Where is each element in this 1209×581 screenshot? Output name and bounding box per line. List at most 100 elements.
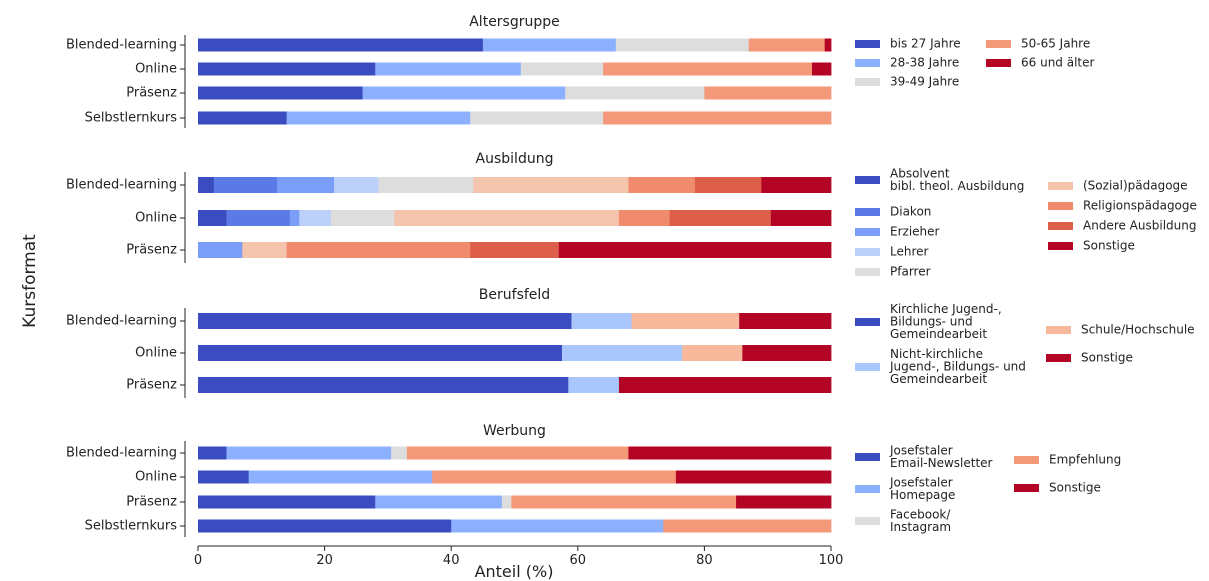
legend-swatch <box>1048 222 1073 230</box>
bar-segment-sonstige <box>742 345 832 361</box>
bar-segment-pfarrer <box>378 177 474 193</box>
y-tick-label: Selbstlernkurs <box>85 519 178 534</box>
panel-ausbildung: Ausbildung Blended-learning Online Präsenz A… <box>66 151 1197 279</box>
legend-item-erzieher: Erzieher <box>855 225 940 239</box>
y-tick-label: Blended-learning <box>66 314 177 329</box>
y-tick-label: Online <box>135 211 177 226</box>
legend-swatch <box>855 248 880 256</box>
bar-segment-empfehlung <box>511 495 737 509</box>
legend-swatch <box>855 40 880 48</box>
bar-segment-kirchliche-jugend-bildungs-und-gemeindearbeit <box>198 313 572 329</box>
bar-segment-28-38-jahre <box>375 62 522 76</box>
legend-label: Andere Ausbildung <box>1083 219 1196 233</box>
bar-segment-facebook-instagram <box>391 446 408 460</box>
bar-segment-josefstaler-email-newsletter <box>198 470 250 484</box>
x-tick-label: 100 <box>819 553 844 568</box>
bar-segment-66-und-älter <box>824 38 832 52</box>
bar-segment-bis-27-jahre <box>198 111 288 125</box>
legend-swatch <box>986 40 1011 48</box>
bar-segment-nicht-kirchliche-jugend-bildungs-und-gemeindearbeit <box>561 345 683 361</box>
y-tick-label: Präsenz <box>126 243 177 258</box>
bar-segment-erzieher <box>289 210 300 226</box>
bar-segment-schule-hochschule <box>631 313 740 329</box>
legend-item-sozial-pädagoge: (Sozial)pädagoge <box>1048 179 1188 193</box>
bar-segment-facebook-instagram <box>501 495 512 509</box>
bar-segment-50-65-jahre <box>704 86 832 100</box>
legend-label: Religionspädagoge <box>1083 199 1197 213</box>
bar-segment-andere-ausbildung <box>669 210 772 226</box>
legend-label: Jugend-, Bildungs- und <box>889 360 1026 374</box>
bar-segment-erzieher <box>277 177 335 193</box>
bar-segment-empfehlung <box>406 446 629 460</box>
bar-segment-sonstige <box>558 242 832 258</box>
y-tick-label: Blended-learning <box>66 178 177 193</box>
bar-segment-josefstaler-email-newsletter <box>198 495 376 509</box>
legend-swatch <box>1014 484 1039 492</box>
legend-label: Lehrer <box>890 245 929 259</box>
bar-segment-empfehlung <box>663 519 832 533</box>
bar-segment-erzieher <box>198 242 243 258</box>
legend-item-sonstige: Sonstige <box>1046 351 1133 365</box>
bar-segment-josefstaler-email-newsletter <box>198 519 452 533</box>
panel-title: Ausbildung <box>476 151 554 167</box>
legend-swatch <box>855 318 880 326</box>
bar-segment-39-49-jahre <box>615 38 750 52</box>
legend-swatch <box>855 453 880 461</box>
legend-item-lehrer: Lehrer <box>855 245 929 259</box>
legend-item-schule-hochschule: Schule/Hochschule <box>1046 323 1195 337</box>
bar-segment-josefstaler-email-newsletter <box>198 446 227 460</box>
legend-label: Kirchliche Jugend-, <box>890 302 1002 316</box>
bar-segment-50-65-jahre <box>603 62 813 76</box>
legend-swatch <box>1046 354 1071 362</box>
legend-label: Josefstaler <box>889 475 953 489</box>
panel-berufsfeld: Berufsfeld Blended-learning Online Präsenz K… <box>66 287 1195 398</box>
bar-segment-nicht-kirchliche-jugend-bildungs-und-gemeindearbeit <box>568 377 620 393</box>
bar-segment-schule-hochschule <box>682 345 743 361</box>
bar-segment-pfarrer <box>330 210 395 226</box>
bar-segment-religionspädagoge <box>618 210 670 226</box>
y-tick-label: Blended-learning <box>66 38 177 53</box>
legend-item-empfehlung: Empfehlung <box>1014 453 1121 467</box>
legend-label: 50-65 Jahre <box>1021 37 1090 51</box>
bar-segment-empfehlung <box>432 470 677 484</box>
x-tick-label: 60 <box>570 553 587 568</box>
legend-label: Facebook/ <box>890 507 951 521</box>
legend-swatch <box>855 517 880 525</box>
bar-segment-sonstige <box>770 210 832 226</box>
legend-label: Sonstige <box>1081 351 1133 365</box>
legend-swatch <box>855 208 880 216</box>
legend-label: (Sozial)pädagoge <box>1083 179 1188 193</box>
bar-segment-absolvent-bibl-theol-ausbildung <box>198 177 215 193</box>
panel-title: Werbung <box>483 423 546 439</box>
legend-item-facebook-instagram: Facebook/Instagram <box>855 507 951 534</box>
bar-segment-lehrer <box>299 210 332 226</box>
legend-label: bis 27 Jahre <box>890 37 961 51</box>
bar-segment-diakon <box>226 210 291 226</box>
bar-segment-50-65-jahre <box>748 38 826 52</box>
bar-segment-diakon <box>213 177 278 193</box>
panel-title: Altersgruppe <box>469 14 560 30</box>
legend-item-39-49-jahre: 39-49 Jahre <box>855 75 959 89</box>
bar-segment-39-49-jahre <box>470 111 604 125</box>
legend-swatch <box>1048 242 1073 250</box>
chart-panels: Altersgruppe Blended-learning Online Präsen… <box>66 14 1197 537</box>
legend-label: Sonstige <box>1083 239 1135 253</box>
legend-label: Erzieher <box>890 225 940 239</box>
bar-segment-sozial-pädagoge <box>394 210 620 226</box>
legend-label: Homepage <box>890 488 955 502</box>
bar-segment-josefstaler-homepage <box>226 446 392 460</box>
y-tick-label: Blended-learning <box>66 446 177 461</box>
legend-swatch <box>855 78 880 86</box>
bar-segment-sonstige <box>739 313 832 329</box>
legend-item-diakon: Diakon <box>855 205 931 219</box>
legend-item-66-und-älter: 66 und älter <box>986 56 1095 70</box>
bar-segment-28-38-jahre <box>482 38 617 52</box>
bar-segment-50-65-jahre <box>603 111 832 125</box>
bar-segment-bis-27-jahre <box>198 38 484 52</box>
legend-item-bis-27-jahre: bis 27 Jahre <box>855 37 961 51</box>
legend-label: Email-Newsletter <box>890 456 993 470</box>
legend-label: Sonstige <box>1049 481 1101 495</box>
bar-segment-39-49-jahre <box>520 62 604 76</box>
bar-segment-sonstige <box>736 495 832 509</box>
